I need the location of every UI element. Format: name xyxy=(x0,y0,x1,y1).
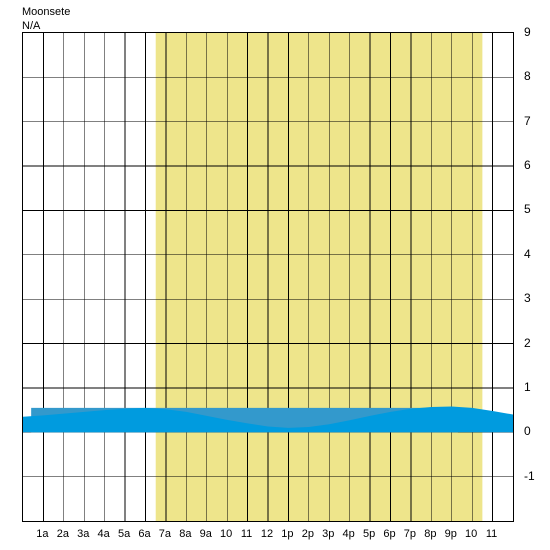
x-tick-label: 8a xyxy=(179,528,191,540)
chart-svg xyxy=(23,33,513,521)
y-tick-label: 9 xyxy=(524,25,531,39)
y-tick-label: 3 xyxy=(524,291,531,305)
y-axis: 9876543210-1 xyxy=(518,32,548,522)
chart-plot-area xyxy=(22,32,514,522)
x-tick-label: 7a xyxy=(159,528,171,540)
x-tick-label: 3p xyxy=(322,528,334,540)
y-tick-label: 4 xyxy=(524,247,531,261)
x-tick-label: 1a xyxy=(36,528,48,540)
x-tick-label: 2a xyxy=(57,528,69,540)
x-tick-label: 5a xyxy=(118,528,130,540)
x-tick-label: 4a xyxy=(98,528,110,540)
x-tick-label: 9a xyxy=(200,528,212,540)
x-tick-label: 7p xyxy=(404,528,416,540)
moon-title: Moonsete xyxy=(22,6,70,20)
y-tick-label: 0 xyxy=(524,424,531,438)
x-tick-label: 11 xyxy=(486,528,497,540)
x-tick-label: 9p xyxy=(445,528,457,540)
x-tick-label: 12 xyxy=(261,528,273,540)
y-tick-label: 1 xyxy=(524,380,531,394)
y-tick-label: 6 xyxy=(524,158,531,172)
y-tick-label: 8 xyxy=(524,69,531,83)
chart-header: Moonsete N/A xyxy=(22,6,70,34)
y-tick-label: -1 xyxy=(524,469,535,483)
x-tick-label: 6p xyxy=(383,528,395,540)
x-tick-label: 1p xyxy=(281,528,293,540)
y-tick-label: 7 xyxy=(524,114,531,128)
x-tick-label: 10 xyxy=(465,528,477,540)
x-tick-label: 2p xyxy=(302,528,314,540)
y-tick-label: 5 xyxy=(524,202,531,216)
x-tick-label: 4p xyxy=(343,528,355,540)
x-tick-label: 3a xyxy=(77,528,89,540)
x-tick-label: 6a xyxy=(138,528,150,540)
y-tick-label: 2 xyxy=(524,336,531,350)
x-tick-label: 10 xyxy=(220,528,232,540)
tide-chart-container: Moonsete N/A 9876543210-1 1a2a3a4a5a6a7a… xyxy=(0,0,550,550)
daylight-band xyxy=(156,33,483,521)
x-tick-label: 5p xyxy=(363,528,375,540)
x-tick-label: 8p xyxy=(424,528,436,540)
x-tick-label: 11 xyxy=(241,528,252,540)
x-axis: 1a 2a 3a 4a 5a 6a 7a 8a 9a 10 11 12 1p 2p 3p 4p 5p 6p 7p 8p… xyxy=(22,524,514,544)
